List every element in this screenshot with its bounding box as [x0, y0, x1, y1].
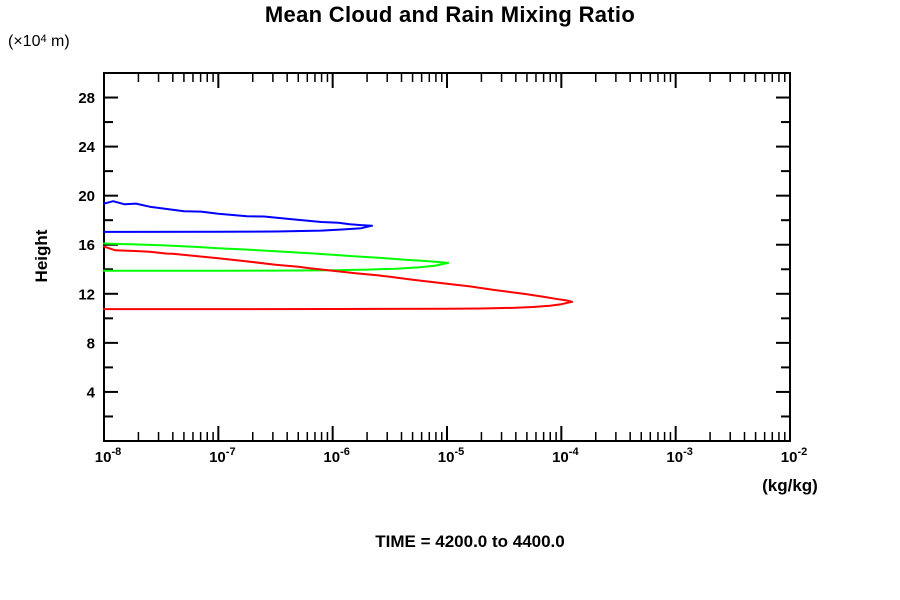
y-tick-label: 4: [87, 384, 96, 401]
plot-frame: [103, 72, 791, 442]
y-tick-label: 16: [78, 237, 95, 254]
x-tick-label: 10-4: [552, 446, 579, 466]
y-tick-label: 28: [78, 90, 95, 107]
y-unit-prefix: (×10: [8, 33, 41, 50]
x-tick-label: 10-3: [666, 446, 692, 466]
x-tick-label: 10-5: [438, 446, 464, 466]
x-tick-label: 10-8: [95, 446, 121, 466]
x-axis-unit-label: (kg/kg): [762, 476, 818, 495]
y-unit-suffix: m): [46, 33, 70, 50]
x-tick-label: 10-2: [781, 446, 807, 466]
series-blue-curve: [103, 200, 374, 233]
series-red-curve: [103, 245, 574, 311]
y-tick-label: 24: [78, 139, 95, 156]
x-tick-label: 10-6: [323, 446, 349, 466]
chart-title: Mean Cloud and Rain Mixing Ratio: [264, 2, 636, 27]
y-tick-label: 20: [78, 188, 95, 205]
y-tick-label: 8: [87, 335, 95, 352]
y-unit-exponent: 4: [40, 33, 47, 45]
x-tick-label: 10-7: [209, 446, 235, 466]
series-green-curve: [103, 242, 450, 272]
time-caption: TIME = 4200.0 to 4400.0: [375, 532, 565, 551]
y-tick-label: 12: [78, 286, 95, 303]
y-axis-unit-label: (×104 m): [8, 33, 70, 51]
